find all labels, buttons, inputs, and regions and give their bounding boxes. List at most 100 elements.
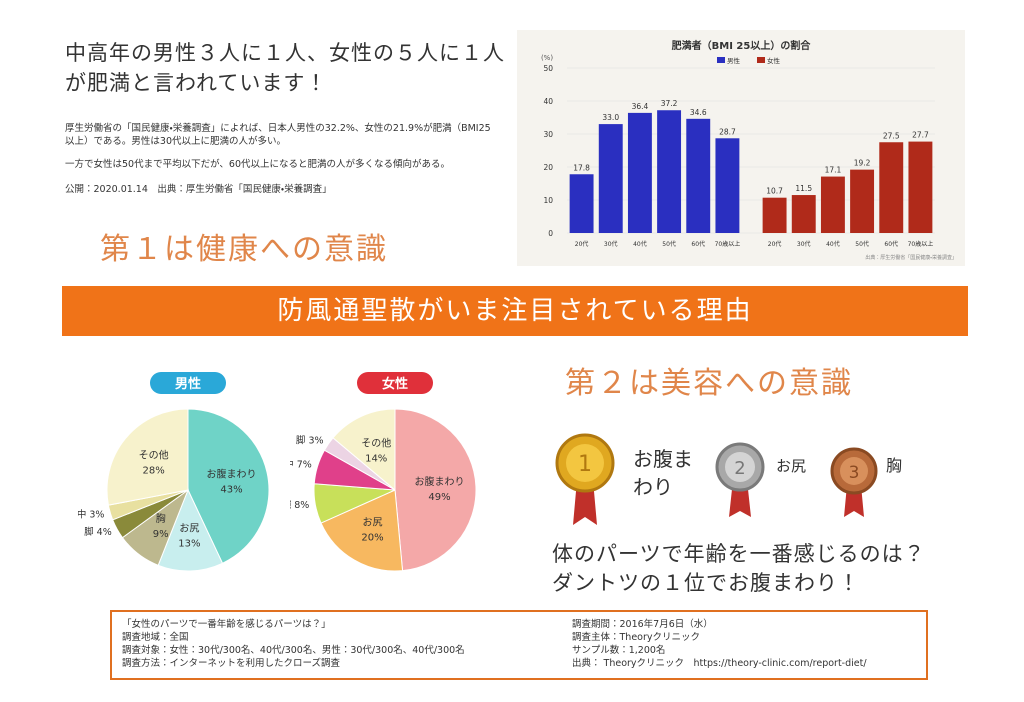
meta: 公開：2020.01.14 出典：厚生労働省「国民健康・栄養調査」 — [65, 184, 332, 195]
survey-line: 出典： Theoryクリニック https://theory-clinic.co… — [572, 658, 867, 669]
bar — [715, 138, 740, 233]
slice-name: 背中 — [290, 459, 294, 471]
value-label: 17.8 — [573, 163, 590, 172]
x-tick-label: 50代 — [855, 240, 869, 248]
y-tick-label: 10 — [543, 196, 553, 205]
pie-title: 男性 — [175, 376, 201, 392]
bar — [908, 141, 933, 233]
slice-name: その他 — [361, 437, 391, 450]
slice-name: お腹まわり — [206, 467, 256, 480]
question: ダントツの１位でお腹まわり！ — [552, 571, 860, 595]
bar — [791, 195, 816, 233]
x-tick-label: 30代 — [797, 240, 811, 248]
slice-value: 3% — [308, 435, 323, 446]
banner: 防風通聖散がいま注目されている理由 — [62, 286, 968, 336]
y-tick-label: 0 — [548, 229, 553, 238]
x-tick-label: 20代 — [768, 240, 782, 248]
slice-name: お尻 — [363, 516, 383, 528]
slice-name: 背中 — [78, 508, 86, 520]
slice-name: 脚 — [84, 526, 94, 538]
slice-value: 7% — [297, 460, 312, 471]
slice-value: 3% — [89, 509, 104, 520]
x-tick-label: 20代 — [575, 240, 589, 248]
slice-label: 背中3% — [78, 508, 104, 520]
y-tick-label: 30 — [543, 130, 553, 139]
slice-name: お腹まわり — [415, 475, 465, 488]
reason-heading: 第２は美容への意識 — [565, 366, 853, 401]
slice-label: 脚 4% — [84, 526, 112, 538]
medal: 1 — [555, 433, 615, 525]
reason-heading: 第１は健康への意識 — [100, 232, 388, 267]
x-tick-label: 40代 — [826, 240, 840, 248]
survey-line: 調査期間：2016年7月6日（水） — [572, 619, 713, 630]
value-label: 17.1 — [825, 166, 842, 175]
bar — [657, 110, 682, 233]
paragraph: 厚生労働省の「国民健康・栄養調査」によれば、日本人男性の32.2%、女性の21.… — [65, 123, 491, 147]
paragraph: 一方で女性は50代まで平均以下だが、60代以上になると肥満の人が多くなる傾向があ… — [65, 159, 450, 170]
rank-number: 3 — [849, 463, 860, 483]
value-label: 28.7 — [719, 127, 736, 136]
slice-name: お尻 — [179, 523, 199, 535]
pie-title: 女性 — [382, 376, 408, 392]
rank-label: 胸 — [886, 456, 903, 475]
rank-number: 1 — [578, 452, 592, 477]
slice-value: 49% — [428, 492, 450, 503]
legend-label: 男性 — [727, 56, 741, 65]
slice-name: 胸 — [156, 512, 166, 525]
axis-label: (%) — [541, 54, 553, 62]
slice-name: 脚 — [296, 434, 306, 446]
x-tick-label: 70歳以上 — [715, 240, 741, 248]
rank-label: お尻 — [776, 457, 807, 475]
x-tick-label: 30代 — [604, 240, 618, 248]
headline: 中高年の男性３人に１人、女性の５人に１人が肥満と言われています！ — [65, 41, 505, 95]
value-label: 33.0 — [602, 113, 619, 122]
slice-label: 腕8% — [290, 500, 309, 511]
slice-label: 脚 3% — [296, 434, 324, 446]
question: 体のパーツで年齢を一番感じるのは？ — [552, 542, 926, 566]
bar — [762, 197, 787, 233]
value-label: 19.2 — [854, 159, 871, 168]
value-label: 27.7 — [912, 131, 929, 140]
slice-value: 20% — [361, 532, 383, 543]
value-label: 27.5 — [883, 131, 900, 140]
slice-value: 9% — [153, 529, 169, 540]
y-tick-label: 40 — [543, 97, 553, 106]
legend-label: 女性 — [767, 56, 781, 65]
survey-line: 調査対象：女性：30代/300名、40代/300名、男性：30代/300名、40… — [122, 645, 465, 656]
slice-value: 43% — [220, 484, 242, 495]
x-tick-label: 50代 — [662, 240, 676, 248]
slice-name: その他 — [139, 449, 169, 462]
medal: 3 — [830, 447, 878, 517]
survey-line: 調査方法：インターネットを利用したクローズ調査 — [122, 658, 341, 669]
chart-title: 肥満者（BMI 25以上）の割合 — [672, 39, 812, 52]
bar — [686, 118, 711, 233]
pie-slice — [187, 408, 270, 564]
pie-slice — [394, 408, 477, 572]
bar — [598, 124, 623, 233]
value-label: 11.5 — [795, 184, 812, 193]
x-tick-label: 60代 — [691, 240, 705, 248]
value-label: 10.7 — [766, 187, 783, 196]
bar — [879, 142, 904, 233]
pie-title-badge — [150, 372, 226, 394]
bar — [627, 112, 652, 233]
x-tick-label: 70歳以上 — [908, 240, 934, 248]
medals: 1 2 3 — [555, 433, 878, 525]
bar — [820, 176, 845, 233]
slice-value: 4% — [97, 527, 112, 538]
slice-label: 背中7% — [290, 459, 312, 471]
survey-line: 「女性のパーツで一番年齢を感じるパーツは？」 — [122, 619, 331, 630]
pie-title-badge — [357, 372, 433, 394]
slice-value: 8% — [294, 500, 309, 511]
slice-name: 腕 — [290, 500, 292, 511]
slice-value: 28% — [143, 466, 165, 477]
rank-number: 2 — [734, 458, 745, 479]
value-label: 37.2 — [661, 99, 678, 108]
slice-value: 14% — [365, 454, 387, 465]
bar — [850, 169, 875, 233]
y-tick-label: 50 — [543, 64, 553, 73]
survey-line: 調査主体：Theoryクリニック — [572, 632, 701, 643]
